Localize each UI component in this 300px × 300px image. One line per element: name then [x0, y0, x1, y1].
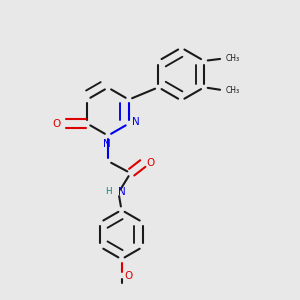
Text: O: O: [146, 158, 155, 168]
Text: N: N: [132, 117, 140, 127]
Text: O: O: [53, 118, 61, 129]
Text: N: N: [118, 187, 125, 197]
Text: CH₃: CH₃: [225, 54, 239, 63]
Text: CH₃: CH₃: [225, 86, 239, 95]
Text: N: N: [103, 139, 110, 148]
Text: H: H: [105, 187, 112, 196]
Text: O: O: [124, 271, 133, 281]
